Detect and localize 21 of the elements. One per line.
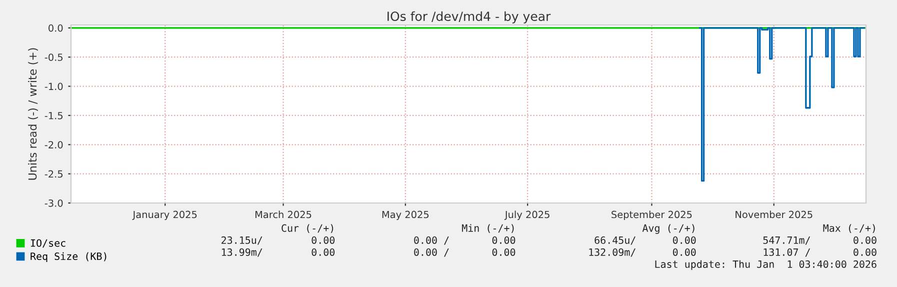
text: 13.99m/ 0.00 0.00 / 0.00 132.09m/ 0.00 131.07 / 0.00 xyxy=(222,248,876,257)
x-tick-label: March 2025 xyxy=(255,210,312,218)
y-tick-label: -1.0 xyxy=(44,82,63,90)
y-tick-label: -2.0 xyxy=(44,141,63,148)
legend-label: IO/sec xyxy=(30,239,66,248)
x-tick-label: May 2025 xyxy=(382,210,429,220)
y-axis-title: Units read (-) / write (+) xyxy=(28,48,38,180)
y-tick-label: -1.5 xyxy=(44,112,63,120)
y-tick-label: -0.5 xyxy=(44,54,63,61)
legend-label: Req Size (KB) xyxy=(30,252,106,262)
y-tick-label: 0.0 xyxy=(48,24,63,32)
text: Cur (-/+) Min (-/+) Avg (-/+) Max (-/+) xyxy=(282,224,875,234)
text: Last update: Thu Jan 1 03:40:00 2026 xyxy=(655,260,876,270)
text: 23.15u/ 0.00 0.00 / 0.00 66.45u/ 0.00 547.71m/ 0.00 xyxy=(222,236,876,245)
x-tick-label: July 2025 xyxy=(504,210,550,220)
x-tick-label: January 2025 xyxy=(132,210,197,220)
y-tick-label: -2.5 xyxy=(44,170,63,178)
x-tick-label: November 2025 xyxy=(736,210,812,218)
chart-title: IOs for /dev/md4 - by year xyxy=(388,11,551,24)
y-tick-label: -3.0 xyxy=(44,199,63,207)
x-tick-label: September 2025 xyxy=(612,210,692,220)
